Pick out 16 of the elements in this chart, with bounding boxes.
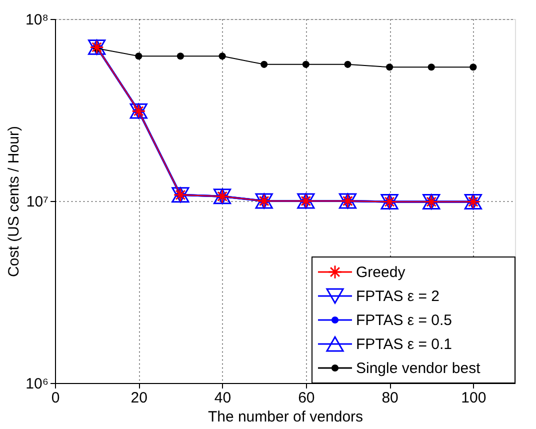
x-tick-label: 40 <box>214 390 232 406</box>
legend-label: FPTAS ε = 0.1 <box>356 336 452 353</box>
y-tick-label: 10⁶ <box>26 376 48 392</box>
x-tick-label: 100 <box>461 390 486 406</box>
y-tick-label: 10⁷ <box>26 194 48 210</box>
x-axis-title: The number of vendors <box>208 408 364 426</box>
legend-label: FPTAS ε = 2 <box>356 288 440 305</box>
x-tick-label: 80 <box>382 390 398 406</box>
y-axis-title: Cost (US cents / Hour) <box>5 126 22 277</box>
y-tick-label: 10⁸ <box>25 12 48 28</box>
x-tick-label: 20 <box>130 390 148 406</box>
x-tick-label: 60 <box>298 390 315 406</box>
legend-label: FPTAS ε = 0.5 <box>356 312 452 329</box>
legend-label: Greedy <box>356 264 406 281</box>
legend-label: Single vendor best <box>356 360 482 377</box>
x-tick-label: 0 <box>51 390 60 406</box>
